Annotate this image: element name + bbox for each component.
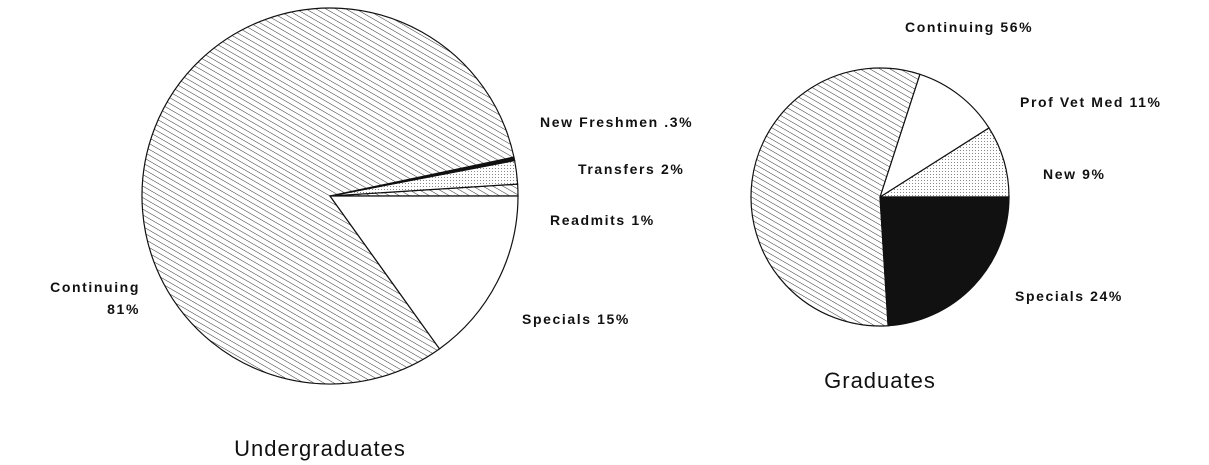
slice-label: Continuing 56% — [905, 19, 1033, 35]
pie-slice — [141, 7, 515, 385]
pie-slice — [328, 195, 519, 350]
category-label: Specials — [522, 311, 592, 327]
chart-title: Undergraduates — [234, 436, 406, 461]
slice-label: New Freshmen .3% — [540, 114, 693, 130]
slice-label: Specials 15% — [522, 311, 630, 327]
value-label: .3% — [664, 114, 693, 130]
slice-label: Readmits 1% — [550, 212, 655, 228]
pie-slice — [750, 67, 921, 327]
category-label: Readmits — [550, 212, 626, 228]
category-label: Specials — [1015, 288, 1085, 304]
value-label: 2% — [661, 161, 684, 177]
slice-label: New 9% — [1043, 166, 1106, 182]
value-label: 81% — [107, 301, 140, 317]
value-label: 24% — [1090, 288, 1123, 304]
category-label: New Freshmen — [540, 114, 659, 130]
value-label: 11% — [1130, 94, 1162, 110]
category-label: Prof Vet Med — [1020, 94, 1124, 110]
slice-label: Transfers 2% — [578, 161, 684, 177]
category-label: New — [1043, 166, 1077, 182]
value-label: 9% — [1082, 166, 1105, 182]
value-label: 1% — [631, 212, 654, 228]
slice-label: Prof Vet Med 11% — [1020, 94, 1162, 110]
pie-chart: New 9% Prof Vet Med 11% Continuing 56% Spec… — [750, 19, 1162, 393]
pie-slice — [878, 73, 990, 199]
slice-label: Specials 24% — [1015, 288, 1123, 304]
pie-chart: Readmits 1% Transfers 2% New Freshmen .3% C… — [50, 7, 693, 461]
category-label: Transfers — [578, 161, 655, 177]
value-label: 15% — [597, 311, 630, 327]
slice-label: Continuing 81% — [50, 279, 140, 317]
value-label: 56% — [1000, 19, 1033, 35]
pie-slice — [879, 196, 1010, 327]
category-label: Continuing — [50, 279, 140, 295]
chart-title: Graduates — [824, 368, 936, 393]
category-label: Continuing — [905, 19, 995, 35]
